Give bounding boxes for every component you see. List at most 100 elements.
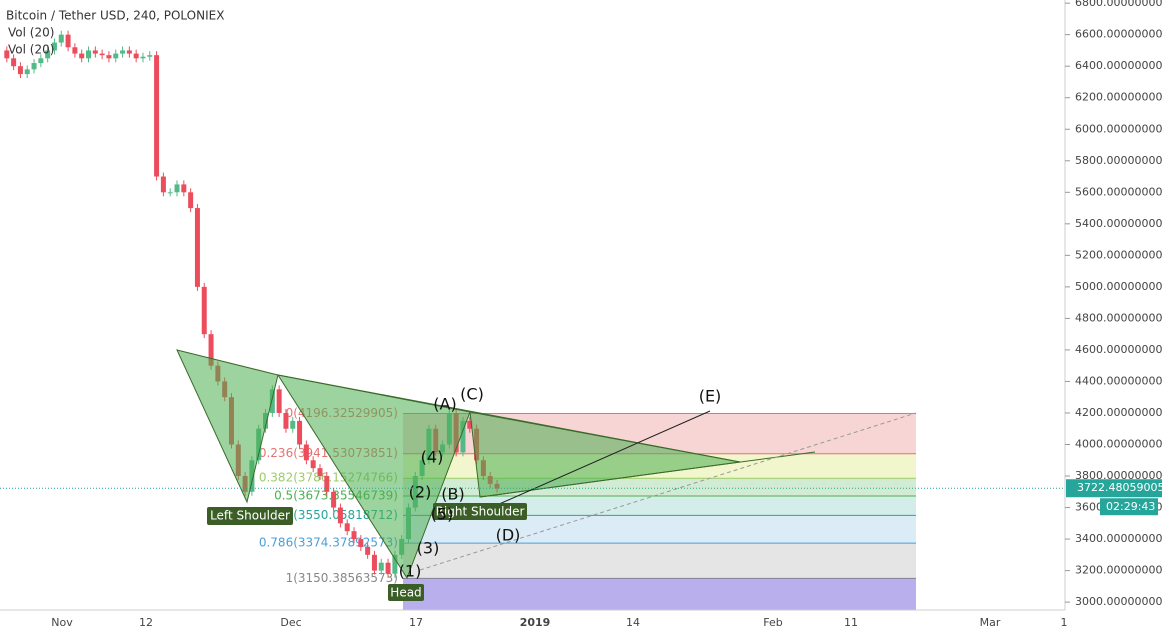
candle: [99, 53, 105, 56]
x-tick-label: 11: [844, 616, 858, 629]
candle: [201, 286, 207, 335]
candle: [92, 50, 98, 54]
candle: [297, 420, 303, 445]
fib-label: 0.786(3374.37892573): [259, 536, 398, 550]
indicator-label: Vol (20): [8, 26, 54, 40]
candle: [154, 55, 160, 177]
candle: [120, 50, 126, 54]
candle: [310, 460, 316, 469]
candle: [106, 55, 112, 59]
candle: [303, 444, 309, 461]
candle: [140, 56, 146, 59]
candle: [17, 66, 23, 75]
candle: [133, 53, 139, 59]
fib-label: 1(3150.38563573): [286, 571, 398, 585]
y-tick-label: 3000.00000000: [1075, 595, 1162, 608]
candle: [126, 50, 132, 54]
countdown-tag: [1100, 498, 1158, 516]
annotation: Right Shoulder: [436, 505, 525, 519]
label-box: [433, 503, 527, 520]
wave-label: (A): [433, 395, 456, 414]
x-tick-label: 14: [626, 616, 640, 629]
candle: [460, 420, 466, 453]
y-tick-label: 6000.00000000: [1075, 122, 1162, 135]
dashed-line: [419, 412, 917, 571]
wave-label: (1): [399, 562, 422, 581]
fib-band: [403, 578, 916, 610]
candle: [344, 523, 350, 532]
y-tick-label: 3800.00000000: [1075, 469, 1162, 482]
candle: [24, 69, 30, 75]
candle: [4, 50, 10, 59]
wave-label: (3): [417, 539, 440, 558]
candle: [38, 58, 44, 64]
fib-band: [403, 495, 916, 516]
x-tick-label: Nov: [51, 616, 73, 629]
x-tick-label: 1: [1061, 616, 1068, 629]
y-tick-label: 6200.00000000: [1075, 91, 1162, 104]
label-box: [388, 584, 424, 601]
y-tick-label: 4600.00000000: [1075, 343, 1162, 356]
fib-band: [403, 543, 916, 579]
candle: [45, 50, 51, 59]
candle: [188, 192, 194, 209]
candle: [317, 468, 323, 477]
candle: [324, 476, 330, 492]
candle: [365, 546, 371, 555]
candle: [113, 53, 119, 59]
wave-label: (E): [699, 387, 722, 406]
annotation: Left Shoulder: [210, 509, 290, 523]
candle: [181, 184, 187, 193]
candle: [337, 507, 343, 524]
price-tag: [1066, 479, 1162, 498]
candle: [269, 389, 275, 413]
wave-line: [496, 410, 711, 506]
candle: [385, 562, 391, 574]
price-label: 3722.48059005: [1077, 481, 1162, 494]
candle: [290, 420, 296, 429]
wave-label: (B): [441, 485, 464, 504]
y-tick-label: 5200.00000000: [1075, 248, 1162, 261]
candle: [51, 42, 57, 51]
trend-line: [277, 374, 741, 463]
countdown: 02:29:43: [1106, 500, 1155, 513]
y-tick-label: 3400.00000000: [1075, 532, 1162, 545]
candle: [167, 192, 173, 194]
indicator-label: Vol (20): [8, 43, 54, 57]
label-box: [207, 507, 293, 525]
x-tick-label: 12: [139, 616, 153, 629]
y-tick-label: 4800.00000000: [1075, 311, 1162, 324]
candle: [467, 420, 473, 429]
x-tick-label: 2019: [520, 616, 551, 629]
wave-label: (5): [431, 505, 454, 524]
annotation: Head: [390, 586, 421, 600]
candle: [194, 208, 200, 287]
candle: [283, 412, 289, 429]
candle: [31, 63, 37, 70]
candle: [174, 184, 180, 193]
chart-title: Bitcoin / Tether USD, 240, POLONIEX: [6, 9, 224, 23]
y-tick-label: 6600.00000000: [1075, 28, 1162, 41]
y-tick-label: 4000.00000000: [1075, 437, 1162, 450]
candle: [58, 34, 64, 43]
candle: [351, 531, 357, 540]
candle: [79, 53, 85, 59]
y-tick-label: 5600.00000000: [1075, 185, 1162, 198]
candle: [65, 34, 71, 48]
candle: [358, 539, 364, 547]
wave-label: (C): [460, 385, 484, 404]
candle: [72, 47, 78, 54]
y-tick-label: 5000.00000000: [1075, 280, 1162, 293]
y-tick-label: 6400.00000000: [1075, 59, 1162, 72]
wave-label: (4): [421, 448, 444, 467]
candle: [378, 562, 384, 571]
candle: [147, 55, 153, 57]
fib-band: [403, 515, 916, 544]
x-tick-label: Mar: [980, 616, 1001, 629]
x-tick-label: Feb: [763, 616, 782, 629]
patterns: Left Shoulder Head Right Shoulder: [176, 349, 917, 601]
x-tick-label: 17: [409, 616, 423, 629]
wave-label: (D): [496, 526, 521, 545]
candle: [392, 554, 398, 574]
